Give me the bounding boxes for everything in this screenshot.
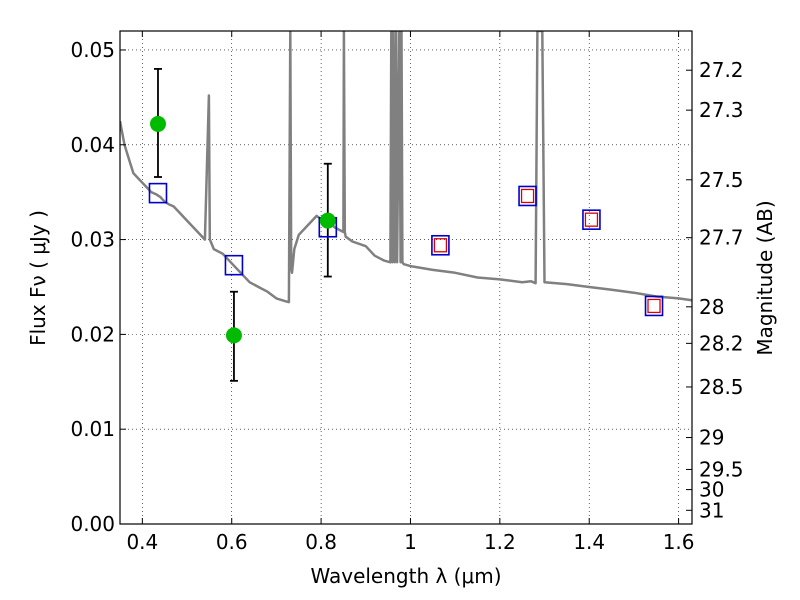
model-box-marker: [582, 209, 601, 230]
x-tick-label: 1: [404, 530, 417, 554]
x-tick-label: 0.6: [216, 530, 248, 554]
x-tick-label: 1.6: [663, 530, 695, 554]
magnitude-tick-label: 30: [699, 478, 724, 502]
magnitude-tick-label: 28.5: [699, 375, 744, 399]
template-spectrum-line: [120, 31, 692, 304]
x-tick-label: 0.8: [305, 530, 337, 554]
model-box-marker: [431, 234, 450, 256]
magnitude-tick-label: 28: [699, 295, 724, 319]
model-points: [148, 182, 664, 317]
y-tick-label: 0.00: [70, 512, 115, 536]
model-inner-marker: [520, 188, 535, 204]
x-tick-label: 1.2: [484, 530, 516, 554]
model-inner-marker: [433, 238, 448, 253]
model-box-marker: [518, 185, 537, 207]
model-inner-marker: [647, 298, 661, 314]
x-axis-label: Wavelength λ (μm): [310, 564, 501, 588]
plot-frame: [119, 30, 693, 525]
magnitude-tick-label: 29.5: [699, 457, 744, 481]
magnitude-tick-label: 28.2: [699, 331, 744, 355]
plot-background: [120, 31, 692, 524]
magnitude-axis-label: Magnitude (AB): [753, 200, 777, 355]
y-tick-label: 0.03: [70, 228, 115, 252]
magnitude-tick-label: 27.2: [699, 58, 744, 82]
magnitude-tick-label: 31: [699, 498, 724, 522]
y-tick-label: 0.01: [70, 417, 115, 441]
observed-point: [225, 327, 242, 344]
model-box-marker: [644, 295, 664, 317]
template-spectrum: [120, 31, 692, 304]
y-axis-ticks: 0.00 0.01 0.02 0.03 0.04 0.05: [70, 38, 126, 536]
magnitude-tick-label: 27.5: [699, 168, 744, 192]
magnitude-tick-label: 27.7: [699, 226, 744, 250]
model-inner-marker: [584, 212, 599, 227]
x-tick-label: 0.4: [126, 530, 158, 554]
observed-point: [149, 115, 166, 132]
x-tick-label: 1.4: [573, 530, 605, 554]
magnitude-tick-label: 27.3: [699, 98, 744, 122]
model-box-marker: [224, 254, 244, 276]
y-tick-label: 0.02: [70, 322, 115, 346]
y-axis-label: Flux Fν ( μJy ): [26, 210, 50, 346]
y-tick-label: 0.04: [70, 133, 115, 157]
observed-points: [149, 115, 336, 344]
y-tick-label: 0.05: [70, 38, 115, 62]
x-axis-ticks: 0.4 0.6 0.8 1 1.2 1.4 1.6: [126, 31, 695, 554]
model-box-marker: [148, 182, 168, 204]
magnitude-tick-label: 29: [699, 426, 724, 450]
observed-point: [319, 212, 336, 229]
